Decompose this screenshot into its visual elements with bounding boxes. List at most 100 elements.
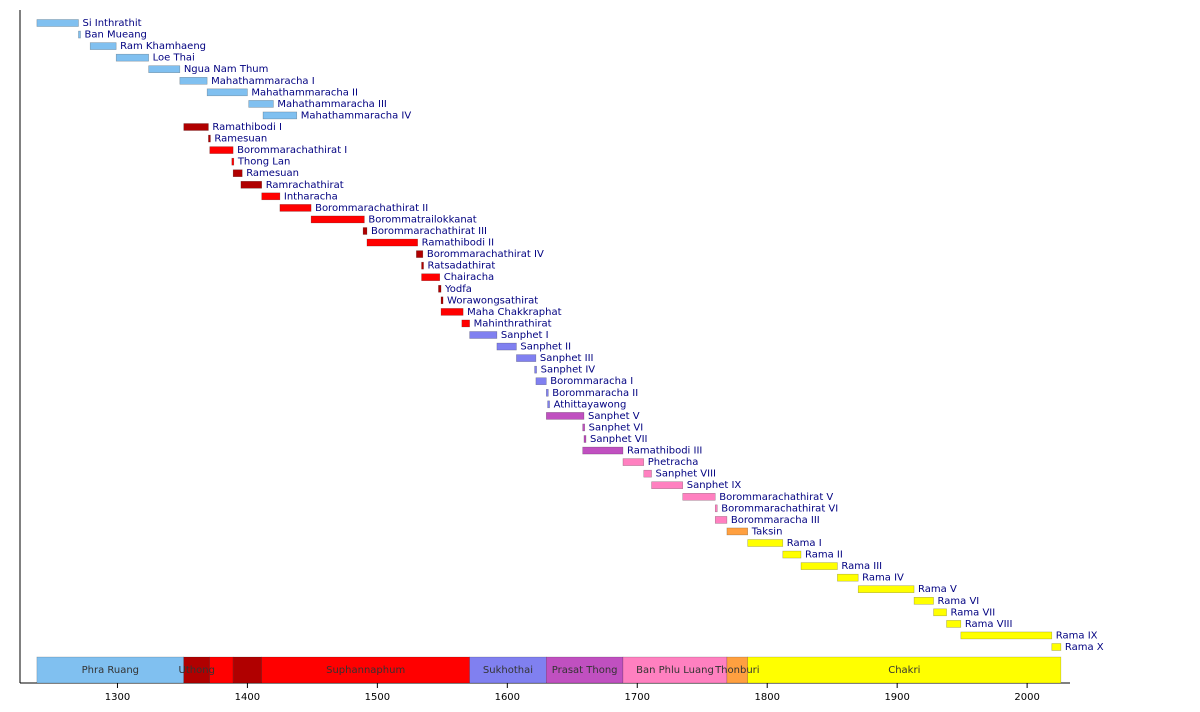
reign-label: Ram Khamhaeng xyxy=(120,41,206,52)
reign-label: Borommaracha III xyxy=(731,515,820,526)
reign-bar xyxy=(416,250,424,258)
period-band xyxy=(726,656,748,684)
reign-label: Ramathibodi II xyxy=(422,238,494,249)
x-tick-label: 1600 xyxy=(495,692,520,703)
reign-bar xyxy=(682,493,716,501)
reign-label: Mahathammaracha III xyxy=(277,99,386,110)
reign-bar xyxy=(469,331,498,339)
reign-label: Ramesuan xyxy=(246,168,299,179)
reign-bar xyxy=(933,608,947,617)
x-tick-label: 1900 xyxy=(884,692,909,703)
reign-label: Sanphet I xyxy=(501,330,549,341)
reign-label: Rama IV xyxy=(862,573,904,584)
reign-label: Ratsadathirat xyxy=(428,261,496,272)
reign-bar xyxy=(1051,643,1062,651)
reign-label: Sanphet II xyxy=(520,342,571,353)
reign-bar xyxy=(183,123,209,131)
reign-bar xyxy=(857,585,915,593)
reign-bar xyxy=(546,389,549,397)
reign-label: Sanphet V xyxy=(588,411,640,422)
reign-bar xyxy=(913,597,934,605)
reign-bar xyxy=(643,469,652,478)
reign-bar xyxy=(310,215,365,224)
reign-label: Rama II xyxy=(805,550,843,561)
period-band xyxy=(622,656,728,684)
reign-bar xyxy=(362,227,368,235)
reign-label: Ramrachathirat xyxy=(266,180,344,191)
reign-label: Si Inthrathit xyxy=(82,18,141,29)
reign-bar xyxy=(946,620,962,628)
reign-bar xyxy=(583,435,587,443)
x-tick-label: 1700 xyxy=(625,692,650,703)
reign-bar xyxy=(148,65,181,73)
period-label: Prasat Thong xyxy=(552,665,618,676)
reign-bar xyxy=(366,238,418,247)
reign-bar xyxy=(714,516,728,524)
reign-bar xyxy=(651,481,683,489)
reign-label: Borommarachathirat III xyxy=(371,226,487,237)
reign-bar xyxy=(534,365,537,374)
period-label: Sukhothai xyxy=(483,665,533,676)
reign-bar xyxy=(36,19,79,27)
reign-label: Borommarachathirat V xyxy=(719,492,833,503)
reign-label: Borommarachathirat II xyxy=(315,203,428,214)
reign-bar xyxy=(89,42,117,50)
reign-label: Mahathammaracha II xyxy=(251,87,358,98)
reign-bar xyxy=(438,285,442,293)
reign-bar xyxy=(496,342,517,351)
reign-bar xyxy=(782,550,802,559)
reign-bar xyxy=(582,446,624,455)
reign-label: Borommaracha II xyxy=(552,388,638,399)
reign-bar xyxy=(115,53,149,62)
reign-bar xyxy=(231,157,235,166)
reign-label: Sanphet IV xyxy=(541,365,596,376)
period-band xyxy=(183,656,210,684)
reign-label: Athittayawong xyxy=(554,399,627,410)
reign-label: Sanphet III xyxy=(540,353,594,364)
reign-bar xyxy=(209,146,234,154)
reign-bar xyxy=(232,169,243,177)
reign-label: Sanphet VIII xyxy=(656,469,716,480)
reign-bar xyxy=(800,562,838,570)
reign-label: Rama VI xyxy=(938,596,980,607)
reign-label: Taksin xyxy=(751,526,783,537)
reign-label: Maha Chakkraphat xyxy=(467,307,561,318)
period-band xyxy=(261,656,470,684)
period-label: Chakri xyxy=(888,665,920,676)
period-band xyxy=(747,656,1062,684)
period-label: Suphannaphum xyxy=(326,665,405,676)
reign-bar xyxy=(279,204,312,212)
period-label: Phra Ruang xyxy=(82,665,139,676)
period-label: Uthong xyxy=(179,665,215,676)
reign-label: Rama IX xyxy=(1056,630,1098,641)
period-band xyxy=(546,656,624,684)
reign-bar xyxy=(440,296,444,305)
reign-label: Rama I xyxy=(787,538,822,549)
reign-bar xyxy=(421,261,424,270)
reign-label: Ramathibodi I xyxy=(212,122,281,133)
reign-label: Ban Mueang xyxy=(84,30,146,41)
reign-bar xyxy=(179,77,208,85)
reign-bar xyxy=(262,111,298,120)
reign-bar xyxy=(248,100,274,108)
reign-label: Ramesuan xyxy=(214,134,267,145)
reign-bar xyxy=(261,192,281,201)
reign-bar xyxy=(837,573,859,582)
reign-bar xyxy=(960,631,1053,640)
reign-bar xyxy=(714,504,718,513)
period-label: Thonburi xyxy=(714,665,759,676)
reign-label: Mahathammaracha IV xyxy=(301,110,412,121)
reign-bar xyxy=(421,273,440,281)
reign-label: Chairacha xyxy=(444,272,494,283)
reign-label: Sanphet VII xyxy=(590,434,648,445)
reign-label: Thong Lan xyxy=(237,157,290,168)
reign-label: Worawongsathirat xyxy=(447,295,538,306)
reign-bar xyxy=(547,400,550,409)
reign-label: Loe Thai xyxy=(153,53,195,64)
reign-label: Borommarachathirat VI xyxy=(721,503,838,514)
period-band xyxy=(232,656,262,684)
reign-label: Rama VIII xyxy=(965,619,1013,630)
reign-label: Borommarachathirat I xyxy=(237,145,347,156)
